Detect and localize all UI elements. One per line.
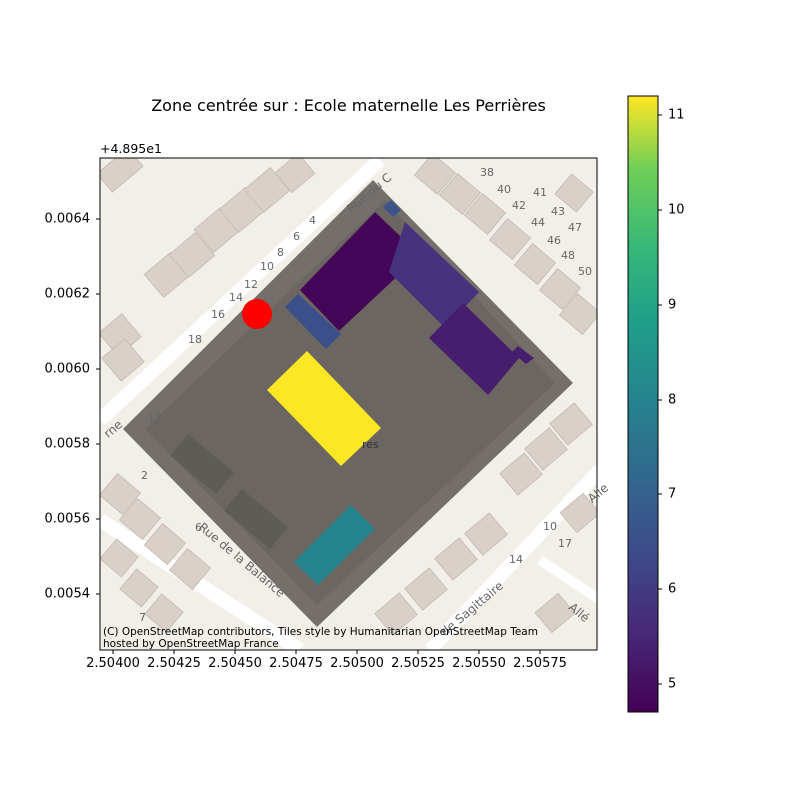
house-number: 50 xyxy=(578,265,592,278)
house-number: 46 xyxy=(547,234,561,247)
map-attribution: (C) OpenStreetMap contributors, Tiles st… xyxy=(103,626,538,650)
x-tick-label: 2.50450 xyxy=(208,656,262,671)
school-location-marker xyxy=(242,299,272,329)
house-number: 38 xyxy=(480,166,494,179)
colorbar-tick-label: 8 xyxy=(668,392,677,408)
chart-title: Zone centrée sur : Ecole maternelle Les … xyxy=(151,96,546,115)
colorbar-tick-label: 6 xyxy=(668,581,677,597)
colorbar-tick-label: 9 xyxy=(668,297,677,313)
x-tick-label: 2.50400 xyxy=(86,656,140,671)
house-number: 41 xyxy=(533,186,547,199)
colorbar-tick-label: 11 xyxy=(668,107,685,123)
house-number: 10 xyxy=(260,260,274,273)
attribution-line-1: (C) OpenStreetMap contributors, Tiles st… xyxy=(103,626,538,638)
y-tick-label: 0.0054 xyxy=(44,586,91,602)
school-name-fragment: res xyxy=(362,438,379,451)
colorbar-tick-label: 5 xyxy=(668,676,677,692)
building-indigo xyxy=(389,222,479,328)
y-tick-label: 0.0056 xyxy=(44,511,91,527)
house-number: 10 xyxy=(543,520,557,533)
house-number: 47 xyxy=(568,221,582,234)
x-tick-label: 2.50525 xyxy=(391,656,445,671)
y-tick-label: 0.0062 xyxy=(44,286,91,302)
house-number: 17 xyxy=(148,412,162,425)
colorbar-ticks xyxy=(658,114,662,685)
y-tick-label: 0.0058 xyxy=(44,436,91,452)
house-number: 14 xyxy=(229,291,243,304)
y-tick-label: 0.0060 xyxy=(44,361,91,377)
school-buildings xyxy=(267,200,534,585)
house-number: 17 xyxy=(558,537,572,550)
house-number: 6 xyxy=(195,521,202,534)
house-number: 14 xyxy=(509,553,523,566)
x-tick-label: 2.50500 xyxy=(330,656,384,671)
house-number: 42 xyxy=(512,199,526,212)
x-tick-label: 2.50575 xyxy=(513,656,567,671)
y-axis-offset-label: +4.895e1 xyxy=(100,141,162,156)
building-purple-annex xyxy=(512,346,534,364)
house-number: 2 xyxy=(141,469,148,482)
y-tick-label: 0.0064 xyxy=(44,211,91,227)
x-tick-label: 2.50425 xyxy=(147,656,201,671)
building-dark-purple xyxy=(300,212,420,331)
house-number: 8 xyxy=(277,246,284,259)
house-number: 16 xyxy=(211,308,225,321)
building-purple xyxy=(429,303,519,395)
x-tick-label: 2.50550 xyxy=(452,656,506,671)
house-number: 18 xyxy=(188,333,202,346)
attribution-line-2: hosted by OpenStreetMap France xyxy=(103,638,279,650)
house-number: 44 xyxy=(531,216,545,229)
house-number: 6 xyxy=(293,230,300,243)
house-number: 43 xyxy=(551,205,565,218)
house-number: 40 xyxy=(497,183,511,196)
axis-ticks xyxy=(96,218,541,654)
house-number: 7 xyxy=(139,611,146,624)
house-number: 48 xyxy=(561,249,575,262)
colorbar-tick-label: 7 xyxy=(668,486,677,502)
building-teal xyxy=(294,505,375,585)
building-yellow xyxy=(267,351,381,466)
house-number: 12 xyxy=(244,278,258,291)
x-tick-label: 2.50475 xyxy=(269,656,323,671)
colorbar-tick-label: 10 xyxy=(668,202,685,218)
map-axes-frame xyxy=(99,157,598,651)
building-blue-top xyxy=(383,200,401,217)
building-blue-small xyxy=(285,294,341,349)
colorbar xyxy=(627,95,659,713)
house-number: 4 xyxy=(309,214,316,227)
